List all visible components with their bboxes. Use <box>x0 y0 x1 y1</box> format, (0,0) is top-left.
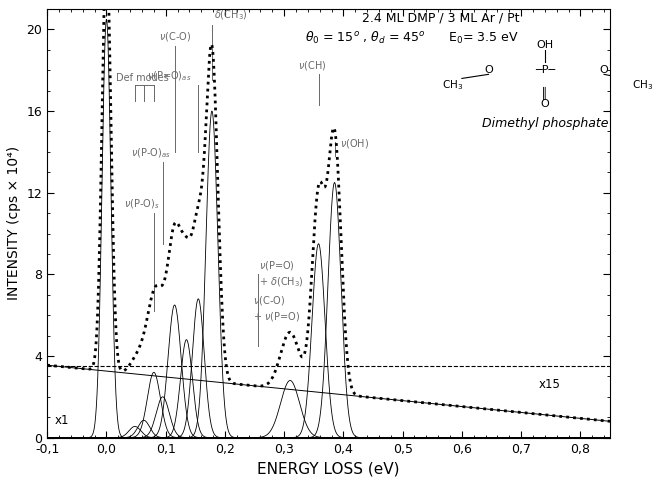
Text: $\nu$(CH): $\nu$(CH) <box>298 59 326 72</box>
Text: CH$_3$: CH$_3$ <box>632 78 653 92</box>
Text: Dimethyl phosphate: Dimethyl phosphate <box>482 117 608 130</box>
Text: $\theta_0$ = 15$^o$ , $\theta_d$ = 45$^o$      E$_0$= 3.5 eV: $\theta_0$ = 15$^o$ , $\theta_d$ = 45$^o… <box>305 29 518 45</box>
Text: + $\nu$(P=O): + $\nu$(P=O) <box>254 311 300 323</box>
Text: O: O <box>600 65 608 75</box>
Text: OH: OH <box>536 40 553 50</box>
Text: $\nu$(OH): $\nu$(OH) <box>340 137 370 150</box>
Text: $\nu$(P-O)$_{as}$: $\nu$(P-O)$_{as}$ <box>131 146 171 160</box>
Text: $\nu$(P-O)$_{s}$: $\nu$(P-O)$_{s}$ <box>124 198 160 211</box>
X-axis label: ENERGY LOSS (eV): ENERGY LOSS (eV) <box>258 461 400 476</box>
Text: $\delta$(CH$_3$): $\delta$(CH$_3$) <box>214 9 248 22</box>
Text: $\nu$(C-O): $\nu$(C-O) <box>254 294 286 307</box>
Text: CH$_3$: CH$_3$ <box>442 78 464 92</box>
Text: $\nu$(P=O): $\nu$(P=O) <box>260 259 295 272</box>
Text: + $\delta$(CH$_3$): + $\delta$(CH$_3$) <box>260 275 304 289</box>
Text: ║: ║ <box>541 86 548 99</box>
Y-axis label: INTENSITY (cps × 10⁴): INTENSITY (cps × 10⁴) <box>7 146 21 300</box>
Text: O: O <box>484 65 493 75</box>
Text: Def modes: Def modes <box>116 72 168 83</box>
Text: 2.4 ML DMP / 3 ML Ar / Pt: 2.4 ML DMP / 3 ML Ar / Pt <box>363 11 520 24</box>
Text: O: O <box>541 99 549 109</box>
Text: $\nu$(C-O): $\nu$(C-O) <box>158 30 191 43</box>
Text: ─P─: ─P─ <box>535 65 555 75</box>
Text: x15: x15 <box>539 378 561 391</box>
Text: x1: x1 <box>55 414 69 427</box>
Text: $\nu$(P=O)$_{as}$: $\nu$(P=O)$_{as}$ <box>147 69 191 83</box>
